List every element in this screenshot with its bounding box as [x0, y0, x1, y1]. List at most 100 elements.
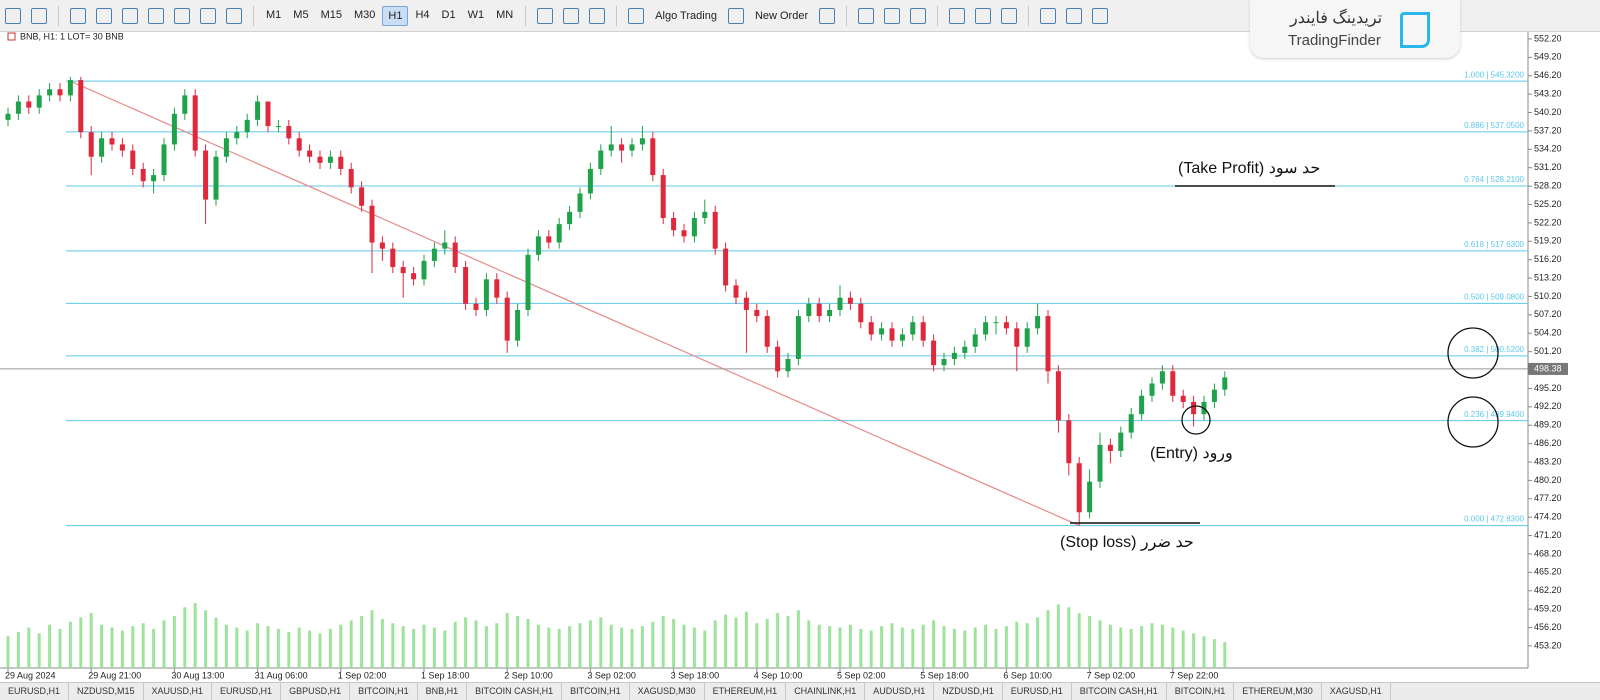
volume-bar — [391, 623, 395, 668]
volume-bar — [588, 620, 592, 668]
volume-bar — [796, 610, 800, 668]
volume-bar — [932, 620, 936, 668]
symbol-tab[interactable]: EURUSD,H1 — [0, 683, 70, 700]
timeframe-button[interactable]: M30 — [353, 8, 376, 21]
x-tick-label: 1 Sep 18:00 — [421, 670, 470, 680]
volume-bar — [100, 624, 104, 668]
timeframe-button[interactable]: H1 — [382, 5, 409, 26]
y-tick-label: 489.20 — [1534, 420, 1562, 430]
volume-bar — [620, 627, 624, 668]
screenshot-icon[interactable] — [1092, 7, 1109, 24]
template-icon[interactable] — [563, 7, 580, 24]
autoscroll-icon[interactable] — [1040, 7, 1057, 24]
volume-bar — [152, 629, 156, 668]
volume-bar — [370, 610, 374, 668]
symbol-tab[interactable]: XAGUSD,M30 — [630, 683, 705, 700]
volume-bar — [630, 629, 634, 668]
candle-body — [899, 334, 905, 341]
text-icon[interactable] — [200, 7, 216, 24]
zoom-in-icon[interactable] — [949, 7, 966, 24]
timeframe-button[interactable]: M5 — [293, 8, 309, 21]
timeframe-button[interactable]: H4 — [415, 8, 430, 21]
symbol-tab[interactable]: BITCOIN,H1 — [350, 683, 418, 700]
symbol-tab[interactable]: XAGUSD,H1 — [1322, 683, 1391, 700]
symbol-tab[interactable]: BITCOIN CASH,H1 — [467, 683, 563, 700]
crosshair-icon[interactable] — [31, 7, 47, 24]
candle-chart-icon[interactable] — [884, 7, 901, 24]
new-order[interactable]: New Order — [754, 9, 809, 22]
line-chart-icon[interactable] — [910, 7, 927, 24]
candle-body — [1159, 371, 1165, 384]
volume-bar — [120, 630, 124, 668]
volume-bar — [193, 603, 197, 668]
volume-bar — [1036, 617, 1040, 668]
timeframe-button[interactable]: D1 — [441, 8, 456, 21]
timeframe-button[interactable]: W1 — [467, 8, 485, 21]
timeframe-button[interactable]: MN — [496, 8, 514, 21]
x-tick-label: 31 Aug 06:00 — [255, 670, 308, 680]
candle-body — [463, 267, 469, 304]
timeframe-button[interactable]: M1 — [266, 8, 282, 21]
symbol-tab[interactable]: BITCOIN,H1 — [562, 683, 630, 700]
y-tick-label: 510.20 — [1534, 291, 1562, 301]
y-tick-label: 459.20 — [1534, 604, 1562, 614]
volume-bar — [245, 630, 249, 668]
y-tick-label: 552.20 — [1534, 33, 1562, 43]
candle-body — [67, 80, 73, 96]
candle-body — [5, 113, 11, 120]
volume-bar — [68, 621, 72, 668]
symbol-tab[interactable]: EURUSD,H1 — [1003, 683, 1072, 700]
highlight-circle — [1447, 327, 1499, 379]
algo-trading[interactable]: Algo Trading — [655, 9, 717, 22]
symbol-tab[interactable]: ETHEREUM,H1 — [705, 683, 787, 700]
indicator-icon[interactable] — [537, 7, 554, 24]
symbol-tab[interactable]: BITCOIN,H1 — [1167, 683, 1235, 700]
order-icon[interactable] — [727, 7, 744, 24]
channel-icon[interactable] — [148, 7, 164, 24]
candle-body — [1035, 316, 1041, 329]
cursor-icon[interactable] — [5, 7, 21, 24]
x-tick-label: 3 Sep 02:00 — [587, 670, 636, 680]
shapes-icon[interactable] — [226, 7, 242, 24]
hline-icon[interactable] — [96, 7, 112, 24]
signal-icon[interactable] — [589, 7, 606, 24]
depth-icon[interactable] — [819, 7, 836, 24]
symbol-tab[interactable]: ETHEREUM,M30 — [1234, 683, 1322, 700]
y-tick-label: 474.20 — [1534, 512, 1562, 522]
symbol-tab[interactable]: CHAINLINK,H1 — [786, 683, 866, 700]
volume-bar — [432, 627, 436, 668]
bar-chart-icon[interactable] — [858, 7, 875, 24]
volume-bar — [807, 620, 811, 668]
grid-icon[interactable] — [1001, 7, 1018, 24]
symbol-tab[interactable]: GBPUSD,H1 — [281, 683, 351, 700]
algo-icon[interactable] — [628, 7, 645, 24]
volume-bar — [755, 623, 759, 668]
candle-body — [785, 359, 791, 372]
shift-icon[interactable] — [1066, 7, 1083, 24]
line-icon[interactable] — [70, 7, 86, 24]
timeframe-button[interactable]: M15 — [320, 8, 342, 21]
symbol-tab[interactable]: BITCOIN CASH,H1 — [1072, 683, 1167, 700]
watermark: تریدینگ فایندر TradingFinder — [1250, 0, 1460, 58]
trend-icon[interactable] — [122, 7, 138, 24]
symbol-tab[interactable]: NZDUSD,M15 — [69, 683, 144, 700]
y-tick-label: 486.20 — [1534, 438, 1562, 448]
volume-bar — [1129, 629, 1133, 668]
candle-body — [182, 95, 188, 114]
symbol-tab[interactable]: NZDUSD,H1 — [934, 683, 1003, 700]
volume-bar — [568, 626, 572, 668]
volume-bar — [276, 629, 280, 668]
fibo-icon[interactable] — [174, 7, 190, 24]
volume-bar — [609, 624, 613, 668]
volume-bar — [474, 620, 478, 668]
symbol-tab[interactable]: XAUUSD,H1 — [144, 683, 213, 700]
candle-body — [931, 340, 937, 366]
volume-bar — [536, 624, 540, 668]
symbol-tab[interactable]: AUDUSD,H1 — [865, 683, 935, 700]
symbol-tab[interactable]: BNB,H1 — [418, 683, 468, 700]
volume-bar — [786, 616, 790, 668]
zoom-out-icon[interactable] — [975, 7, 992, 24]
volume-bar — [661, 616, 665, 668]
symbol-tab[interactable]: EURUSD,H1 — [212, 683, 282, 700]
